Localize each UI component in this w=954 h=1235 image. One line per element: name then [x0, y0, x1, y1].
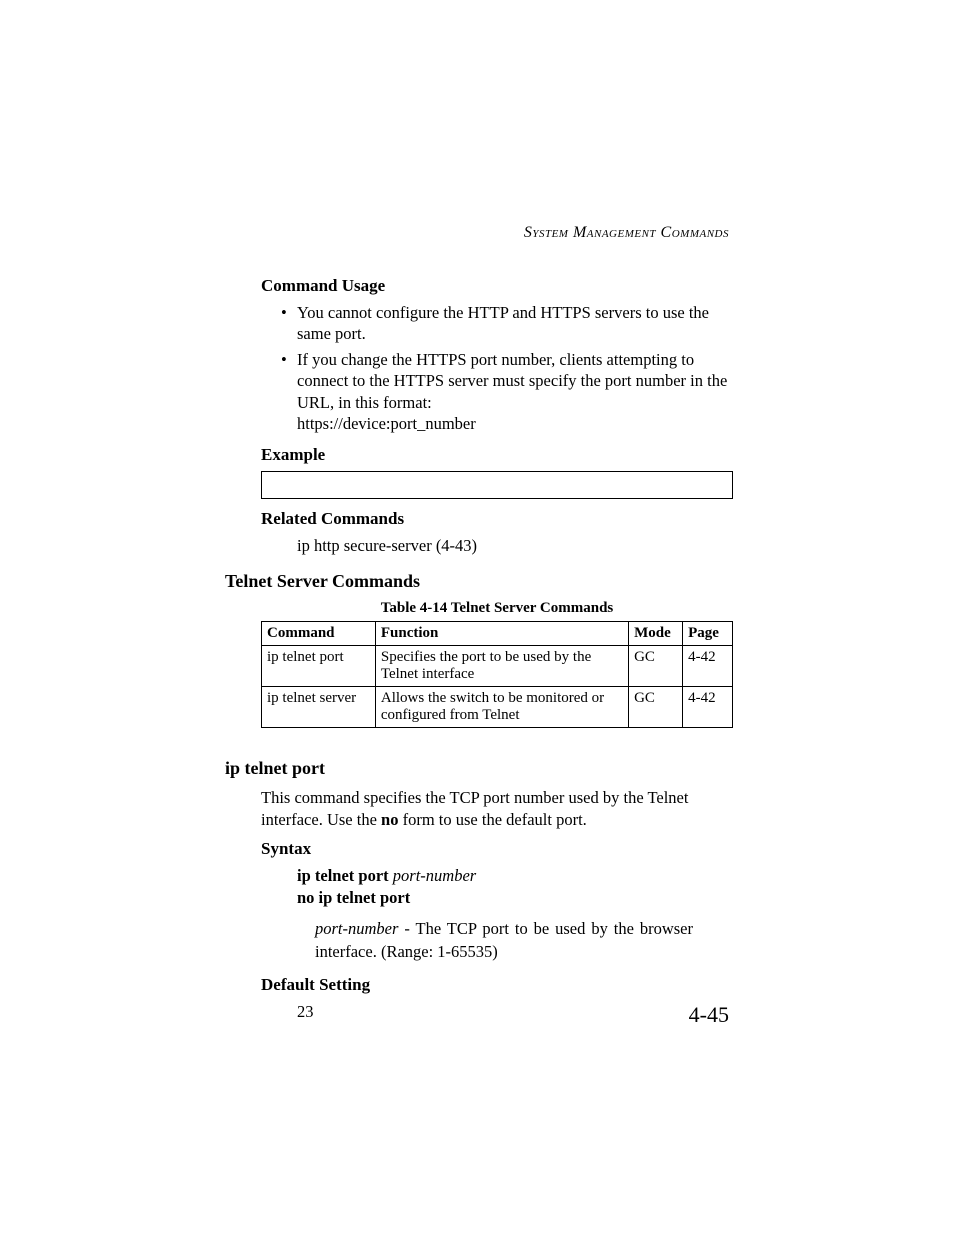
td-func: Specifies the port to be used by the Tel… — [375, 645, 628, 686]
bullet-item: You cannot configure the HTTP and HTTPS … — [281, 302, 733, 345]
telnet-commands-table: Command Function Mode Page ip telnet por… — [261, 621, 733, 728]
syntax-block: ip telnet port port-number no ip telnet … — [297, 865, 733, 908]
table-row: ip telnet server Allows the switch to be… — [262, 686, 733, 727]
format-port: port_number — [391, 414, 476, 433]
syntax-heading: Syntax — [261, 839, 733, 859]
param-block: port-number - The TCP port to be used by… — [315, 918, 693, 963]
telnet-server-commands-heading: Telnet Server Commands — [225, 571, 733, 592]
td-page: 4-42 — [683, 686, 733, 727]
default-setting-heading: Default Setting — [261, 975, 733, 995]
related-commands-heading: Related Commands — [261, 509, 733, 529]
page: System Management Commands Command Usage… — [0, 0, 954, 1235]
page-number: 4-45 — [689, 1002, 729, 1028]
td-func: Allows the switch to be monitored or con… — [375, 686, 628, 727]
command-usage-bullets: You cannot configure the HTTP and HTTPS … — [261, 302, 733, 435]
td-mode: GC — [629, 686, 683, 727]
ip-telnet-port-desc: This command specifies the TCP port numb… — [261, 787, 733, 832]
td-page: 4-42 — [683, 645, 733, 686]
format-device: device — [343, 414, 386, 433]
syntax-bold: no ip telnet port — [297, 888, 410, 907]
related-command-line: ip http secure-server (4-43) — [297, 535, 733, 557]
example-box — [261, 471, 733, 499]
th-mode: Mode — [629, 621, 683, 645]
desc-part2: form to use the default port. — [398, 810, 586, 829]
table-caption: Table 4-14 Telnet Server Commands — [261, 600, 733, 617]
command-usage-heading: Command Usage — [261, 276, 733, 296]
th-command: Command — [262, 621, 376, 645]
table-header-row: Command Function Mode Page — [262, 621, 733, 645]
example-heading: Example — [261, 445, 733, 465]
syntax-bold: ip telnet port — [297, 866, 393, 885]
format-prefix: https:// — [297, 414, 343, 433]
ip-telnet-port-heading: ip telnet port — [225, 758, 733, 779]
th-page: Page — [683, 621, 733, 645]
th-function: Function — [375, 621, 628, 645]
bullet-text: If you change the HTTPS port number, cli… — [297, 350, 727, 412]
td-cmd: ip telnet server — [262, 686, 376, 727]
content-area: Command Usage You cannot configure the H… — [225, 276, 733, 1031]
bullet-item: If you change the HTTPS port number, cli… — [281, 349, 733, 435]
running-head: System Management Commands — [524, 224, 729, 242]
syntax-ital: port-number — [393, 866, 476, 885]
td-mode: GC — [629, 645, 683, 686]
table-row: ip telnet port Specifies the port to be … — [262, 645, 733, 686]
syntax-line-2: no ip telnet port — [297, 887, 733, 908]
desc-bold-no: no — [381, 810, 398, 829]
syntax-line-1: ip telnet port port-number — [297, 865, 733, 886]
td-cmd: ip telnet port — [262, 645, 376, 686]
default-setting-value: 23 — [297, 1001, 733, 1023]
param-name: port-number — [315, 919, 398, 938]
